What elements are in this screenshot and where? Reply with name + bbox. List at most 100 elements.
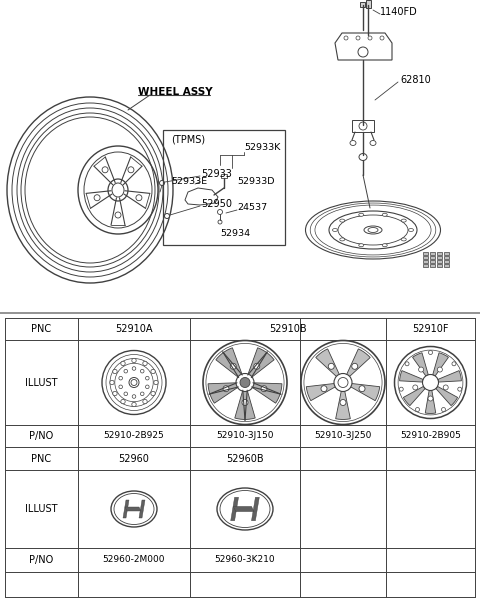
Polygon shape [347,349,370,377]
Text: P/NO: P/NO [29,555,54,565]
Polygon shape [336,390,350,419]
Polygon shape [139,500,145,518]
Polygon shape [436,387,457,405]
Bar [430,256,435,259]
Text: 52933K: 52933K [244,142,280,152]
Circle shape [422,375,439,390]
Text: 52933E: 52933E [171,178,207,187]
Circle shape [136,195,142,201]
Circle shape [141,370,144,373]
Bar [437,252,442,255]
Text: ILLUST: ILLUST [25,378,58,387]
Ellipse shape [382,244,387,247]
Text: 52960-3K210: 52960-3K210 [215,556,276,565]
Polygon shape [252,383,282,403]
Bar [444,256,449,259]
Ellipse shape [359,244,364,247]
Text: 52950: 52950 [201,199,232,209]
Ellipse shape [408,228,413,231]
Bar [430,252,435,255]
Bar [423,256,428,259]
Polygon shape [306,384,336,401]
Bar [430,264,435,267]
Circle shape [217,210,223,215]
Bar [444,260,449,263]
Text: 24537: 24537 [237,204,267,213]
Circle shape [141,392,144,396]
Circle shape [344,36,348,40]
Circle shape [261,385,267,391]
Polygon shape [216,348,242,378]
Circle shape [132,367,136,370]
Circle shape [230,364,236,369]
Circle shape [356,36,360,40]
Circle shape [399,387,403,391]
Circle shape [340,399,346,405]
Text: 52910F: 52910F [412,324,449,334]
Circle shape [413,385,418,390]
Circle shape [443,385,448,390]
Ellipse shape [340,238,345,241]
Text: 52934: 52934 [220,230,250,239]
Circle shape [143,361,147,365]
Polygon shape [425,390,436,413]
Ellipse shape [340,219,345,222]
Bar [437,264,442,267]
Circle shape [405,362,409,366]
Text: 52910A: 52910A [115,324,153,334]
Polygon shape [403,387,425,405]
Circle shape [458,387,462,391]
Bar [423,260,428,263]
Bar [444,264,449,267]
Bar [366,0,371,8]
Polygon shape [123,500,129,518]
Circle shape [132,395,136,398]
Text: 52910-2B905: 52910-2B905 [400,431,461,441]
Circle shape [151,369,155,374]
Circle shape [240,378,250,387]
Circle shape [113,369,117,374]
Bar [437,260,442,263]
Circle shape [102,167,108,173]
Circle shape [110,381,114,385]
Polygon shape [438,371,461,382]
Text: PNC: PNC [31,324,51,334]
Polygon shape [412,353,428,376]
Text: 52910B: 52910B [269,324,307,334]
Text: WHEEL ASSY: WHEEL ASSY [138,87,213,97]
Circle shape [124,370,128,373]
Bar [352,120,374,132]
Polygon shape [125,507,141,511]
Text: (TPMS): (TPMS) [171,134,205,144]
Circle shape [132,358,136,363]
Bar [437,256,442,259]
Circle shape [334,373,352,391]
Ellipse shape [359,213,364,216]
Circle shape [380,36,384,40]
Polygon shape [316,349,340,377]
Circle shape [352,364,358,369]
Bar [423,264,428,267]
Bar [430,260,435,263]
Circle shape [143,399,147,404]
Circle shape [368,36,372,40]
Circle shape [113,391,117,396]
Circle shape [416,407,420,411]
Ellipse shape [401,238,406,241]
Polygon shape [208,383,239,403]
Circle shape [328,364,334,369]
Polygon shape [233,507,254,511]
Text: 52933D: 52933D [237,178,275,187]
Ellipse shape [382,213,387,216]
Circle shape [119,385,122,388]
Text: ILLUST: ILLUST [25,504,58,514]
Circle shape [236,373,254,391]
Circle shape [165,213,169,219]
Circle shape [242,399,248,405]
Text: 52910-3J150: 52910-3J150 [216,431,274,441]
Circle shape [94,195,100,201]
Circle shape [151,391,155,396]
Polygon shape [399,371,423,382]
Circle shape [321,385,327,391]
Polygon shape [235,390,255,419]
